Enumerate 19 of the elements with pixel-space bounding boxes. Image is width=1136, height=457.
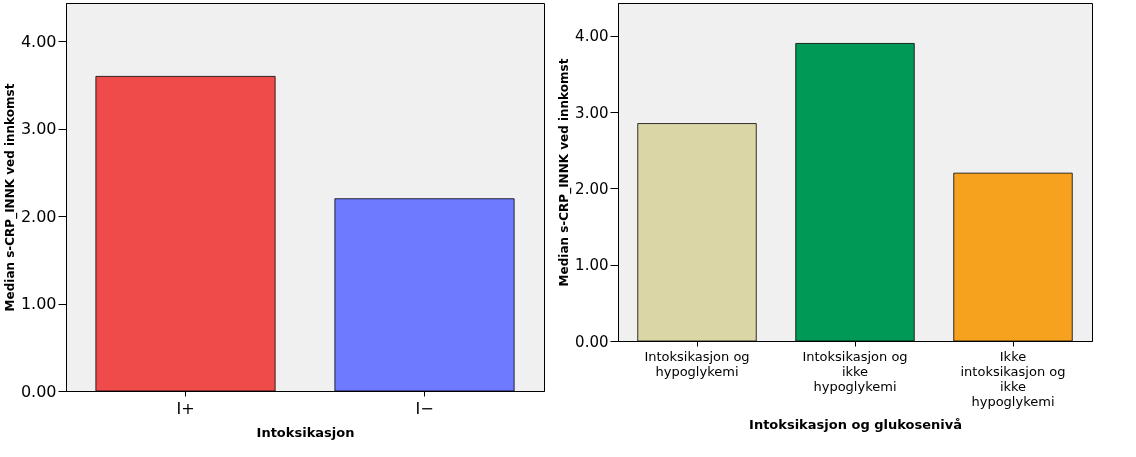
y-tick-label: 0.00 [575, 332, 609, 351]
y-tick-label: 1.00 [575, 256, 609, 275]
x-tick-label: Intoksikasjon og ikke hypoglykemi [802, 348, 908, 394]
x-axis-title: Intoksikasjon og glukosenivå [749, 416, 962, 432]
y-tick-label: 0.00 [20, 381, 57, 401]
x-tick-label: Ikke intoksikasjon og ikke hypoglykemi [960, 348, 1066, 409]
y-tick-label: 1.00 [20, 294, 57, 314]
y-tick-label: 2.00 [20, 206, 57, 226]
y-tick-label: 3.00 [20, 119, 57, 139]
y-tick-label: 4.00 [575, 27, 609, 46]
y-tick-label: 4.00 [20, 31, 57, 51]
x-axis-title: Intoksikasjon [256, 424, 355, 440]
x-tick-label: I+ [176, 398, 195, 418]
y-tick-label: 3.00 [575, 103, 609, 122]
x-tick-label: I− [415, 398, 434, 418]
y-tick-label: 2.00 [575, 179, 609, 198]
x-tick-label: Intoksikasjon og hypoglykemi [644, 348, 750, 379]
y-axis-title: Median s-CRP_INNK ved innkomst [557, 58, 573, 287]
y-axis-title: Median s-CRP_INNK ved innkomst [2, 83, 18, 312]
